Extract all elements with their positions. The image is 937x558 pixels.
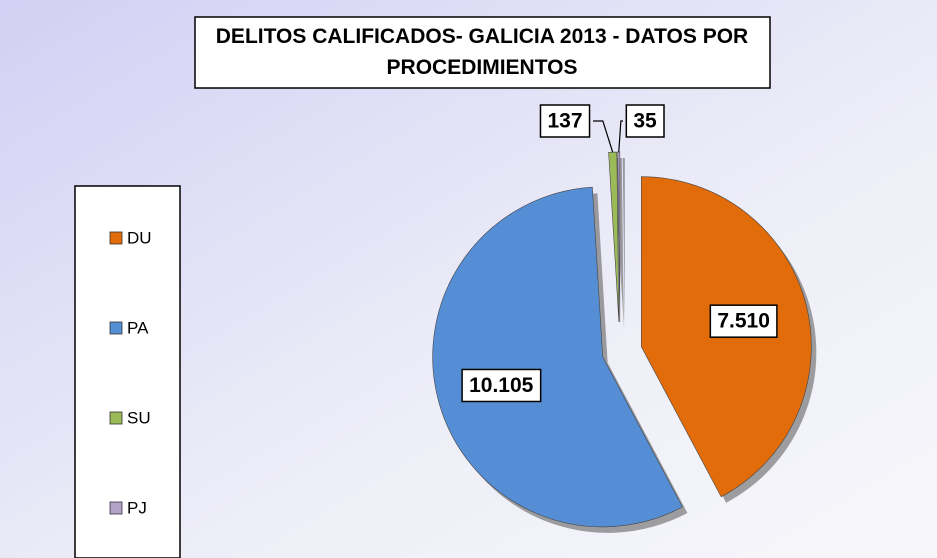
data-label: 7.510	[717, 310, 770, 333]
legend-label: PA	[127, 318, 149, 337]
data-label: 137	[547, 110, 582, 133]
legend-box	[74, 185, 181, 558]
legend-swatch	[109, 501, 123, 515]
data-label-box	[709, 304, 778, 338]
data-label-box	[625, 104, 665, 138]
legend-label: SU	[127, 408, 151, 427]
legend-swatch	[109, 321, 123, 335]
legend-label: PJ	[127, 498, 147, 517]
data-label: 35	[633, 110, 657, 133]
chart-title: DELITOS CALIFICADOS- GALICIA 2013 - DATO…	[216, 25, 748, 79]
slice-shadow	[622, 158, 625, 329]
slice	[432, 186, 683, 528]
leader-line	[593, 120, 614, 153]
legend-swatch	[109, 411, 123, 425]
leader-line	[618, 120, 623, 153]
title-box	[194, 16, 771, 89]
data-label: 10.105	[469, 374, 534, 397]
slice	[617, 151, 621, 323]
data-label-box	[539, 104, 591, 138]
legend-swatch	[109, 231, 123, 245]
legend-label: DU	[127, 228, 152, 247]
data-label-box	[461, 368, 542, 403]
slice	[608, 151, 620, 323]
